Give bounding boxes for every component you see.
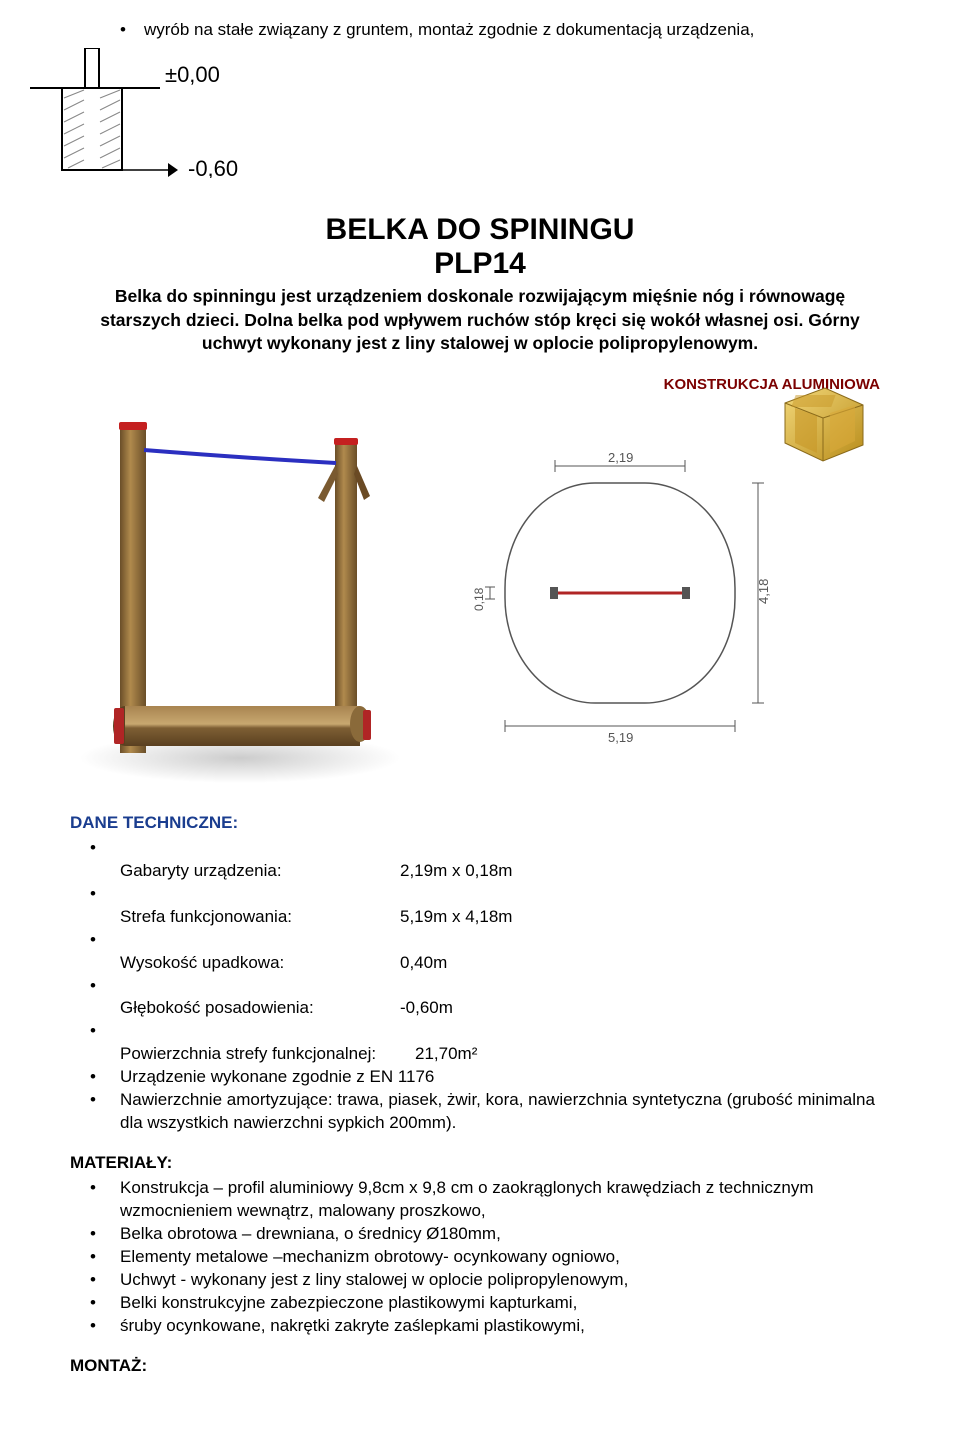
spec-label: Strefa funkcjonowania: bbox=[120, 906, 400, 929]
spec-line: Nawierzchnie amortyzujące: trawa, piasek… bbox=[120, 1089, 890, 1135]
material-item: śruby ocynkowane, nakrętki zakryte zaśle… bbox=[120, 1315, 890, 1338]
material-item: Elementy metalowe –mechanizm obrotowy- o… bbox=[120, 1246, 890, 1269]
material-item: Uchwyt - wykonany jest z liny stalowej w… bbox=[120, 1269, 890, 1292]
spec-label: Gabaryty urządzenia: bbox=[120, 860, 400, 883]
spec-value: 5,19m x 4,18m bbox=[400, 906, 512, 929]
depth-label: -0,60 bbox=[188, 156, 238, 178]
material-item: Belka obrotowa – drewniana, o średnicy Ø… bbox=[120, 1223, 890, 1246]
section-montaz: MONTAŻ: bbox=[70, 1356, 890, 1376]
svg-text:5,19: 5,19 bbox=[608, 730, 633, 745]
section-materialy: MATERIAŁY: bbox=[70, 1153, 890, 1173]
svg-text:2,19: 2,19 bbox=[608, 450, 633, 465]
top-note: wyrób na stałe związany z gruntem, monta… bbox=[120, 20, 890, 40]
level-label: ±0,00 bbox=[165, 62, 220, 87]
section-dane-techniczne: DANE TECHNICZNE: bbox=[70, 813, 890, 833]
spec-value: -0,60m bbox=[400, 997, 453, 1020]
spec-value: 0,40m bbox=[400, 952, 447, 975]
svg-text:4,18: 4,18 bbox=[756, 579, 771, 604]
spec-label: Powierzchnia strefy funkcjonalnej: bbox=[120, 1043, 415, 1066]
material-item: Konstrukcja – profil aluminiowy 9,8cm x … bbox=[120, 1177, 890, 1223]
svg-text:0,18: 0,18 bbox=[472, 587, 486, 611]
spec-line: Urządzenie wykonane zgodnie z EN 1176 bbox=[120, 1066, 890, 1089]
mounting-diagram: ±0,00 -0,60 bbox=[30, 48, 890, 183]
product-title: BELKA DO SPININGU bbox=[70, 213, 890, 247]
product-code: PLP14 bbox=[70, 247, 890, 281]
material-item: Belki konstrukcyjne zabezpieczone plasti… bbox=[120, 1292, 890, 1315]
spec-label: Wysokość upadkowa: bbox=[120, 952, 400, 975]
materials-list: Konstrukcja – profil aluminiowy 9,8cm x … bbox=[70, 1177, 890, 1338]
construction-label: KONSTRUKCJA ALUMINIOWA bbox=[70, 376, 880, 393]
spec-value: 21,70m² bbox=[415, 1043, 477, 1066]
plan-view-diagram: 2,19 4,18 0,18 5,19 bbox=[450, 448, 790, 763]
intro-text: Belka do spinningu jest urządzeniem dosk… bbox=[70, 285, 890, 356]
profile-icon bbox=[775, 383, 870, 468]
specs-list: Gabaryty urządzenia:2,19m x 0,18m Strefa… bbox=[70, 837, 890, 1135]
product-3d-render bbox=[70, 408, 410, 793]
spec-label: Głębokość posadowienia: bbox=[120, 997, 400, 1020]
spec-value: 2,19m x 0,18m bbox=[400, 860, 512, 883]
